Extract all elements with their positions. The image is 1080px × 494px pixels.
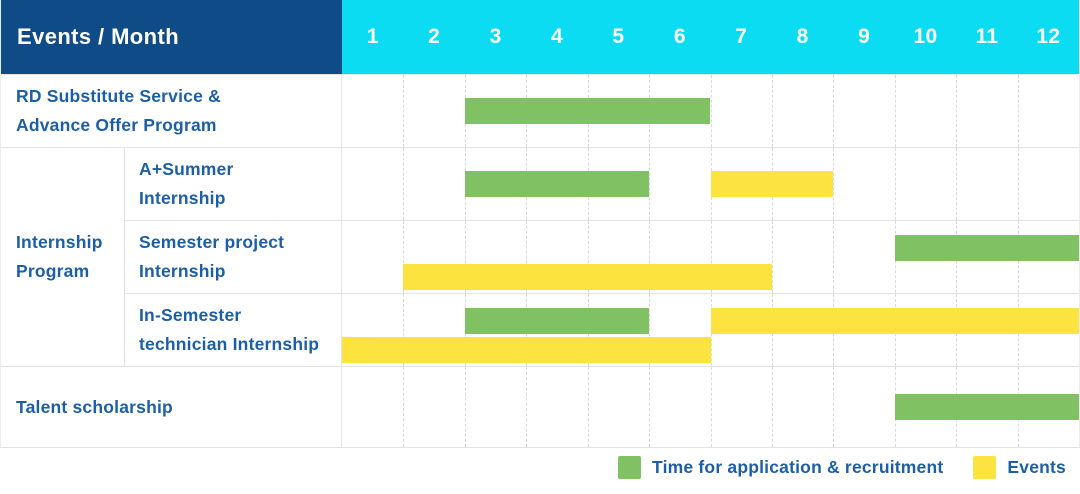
month-header-label: 8 bbox=[796, 25, 809, 48]
month-header-label: 9 bbox=[858, 25, 871, 48]
month-gridline bbox=[649, 367, 651, 447]
month-gridline bbox=[649, 148, 651, 220]
month-gridline bbox=[833, 367, 835, 447]
row-label-line: Internship bbox=[139, 261, 226, 281]
month-gridline bbox=[526, 221, 528, 293]
timeline-semester-project-internship bbox=[342, 221, 1079, 293]
timeline-talent-scholarship bbox=[342, 367, 1079, 447]
month-header-label: 4 bbox=[550, 25, 563, 48]
row-label-line: Advance Offer Program bbox=[16, 115, 217, 135]
month-gridline bbox=[1017, 75, 1019, 147]
corner-header-label: Events / Month bbox=[17, 24, 180, 49]
application-color-swatch bbox=[618, 456, 642, 479]
month-gridline bbox=[403, 75, 405, 147]
row-semester-project-internship: Semester project Internship bbox=[125, 220, 1079, 293]
row-label-semester-project-internship: Semester project Internship bbox=[125, 221, 342, 293]
gantt-table: Events / Month 1 2 3 4 5 6 7 8 9 10 11 12 RD Substi… bbox=[0, 0, 1080, 448]
legend: Time for application & recruitment Event… bbox=[618, 456, 1066, 479]
legend-item-events: Events bbox=[973, 456, 1066, 479]
month-gridline bbox=[403, 367, 405, 447]
row-label-in-semester-technician-internship: In-Semester technician Internship bbox=[125, 294, 342, 366]
timeline-in-semester-technician-internship bbox=[342, 294, 1079, 366]
row-rd-substitute: RD Substitute Service & Advance Offer Pr… bbox=[1, 74, 1079, 147]
month-header-label: 7 bbox=[735, 25, 748, 48]
gantt-bar-application bbox=[464, 98, 711, 124]
group-internship-program: Internship Program A+Summer Internship S… bbox=[1, 147, 1079, 366]
month-header-label: 6 bbox=[673, 25, 686, 48]
month-gridline bbox=[833, 148, 835, 220]
row-label-line: A+Summer bbox=[139, 159, 234, 179]
gantt-bar-events bbox=[710, 308, 1079, 334]
month-header-label: 12 bbox=[1036, 25, 1061, 48]
month-gridline bbox=[771, 367, 773, 447]
gantt-bar-events bbox=[403, 264, 772, 290]
month-header: 1 2 3 4 5 6 7 8 9 10 11 12 bbox=[342, 0, 1079, 74]
month-gridline bbox=[403, 221, 405, 293]
gantt-bar-application bbox=[464, 308, 650, 334]
month-gridline bbox=[710, 75, 712, 147]
month-header-label: 10 bbox=[913, 25, 938, 48]
month-header-label: 1 bbox=[366, 25, 379, 48]
month-gridline bbox=[710, 367, 712, 447]
month-header-label: 11 bbox=[975, 25, 999, 48]
month-gridline bbox=[771, 75, 773, 147]
group-subrows: A+Summer Internship Semester project Int… bbox=[125, 148, 1079, 366]
month-gridline bbox=[649, 221, 651, 293]
month-gridline bbox=[1017, 148, 1019, 220]
row-label-line: RD Substitute Service & bbox=[16, 86, 221, 106]
month-gridline bbox=[894, 148, 896, 220]
row-in-semester-technician-internship: In-Semester technician Internship bbox=[125, 293, 1079, 366]
row-label-talent-scholarship: Talent scholarship bbox=[1, 367, 342, 447]
month-gridline bbox=[464, 367, 466, 447]
row-a-summer-internship: A+Summer Internship bbox=[125, 148, 1079, 220]
month-gridline bbox=[956, 75, 958, 147]
month-gridline bbox=[587, 221, 589, 293]
row-label-line: Semester project bbox=[139, 232, 285, 252]
events-color-swatch bbox=[973, 456, 997, 479]
month-gridline bbox=[771, 221, 773, 293]
row-label-line: In-Semester bbox=[139, 305, 242, 325]
timeline-rd-substitute bbox=[342, 75, 1079, 147]
month-gridline bbox=[833, 221, 835, 293]
row-label-line: technician Internship bbox=[139, 334, 320, 354]
gantt-bar-application bbox=[894, 235, 1079, 261]
row-label-line: Internship bbox=[139, 188, 226, 208]
month-gridline bbox=[464, 221, 466, 293]
month-header-label: 3 bbox=[489, 25, 502, 48]
month-gridline bbox=[894, 75, 896, 147]
timeline-a-summer-internship bbox=[342, 148, 1079, 220]
month-gridline bbox=[587, 367, 589, 447]
row-label-a-summer-internship: A+Summer Internship bbox=[125, 148, 342, 220]
month-gridline bbox=[833, 75, 835, 147]
row-label-line: Talent scholarship bbox=[16, 396, 173, 417]
legend-item-application: Time for application & recruitment bbox=[618, 456, 943, 479]
month-gridline bbox=[710, 221, 712, 293]
gantt-bar-events bbox=[342, 337, 711, 363]
group-label-line: Internship bbox=[16, 232, 103, 252]
legend-label: Events bbox=[1007, 457, 1066, 477]
month-gridline bbox=[403, 294, 405, 366]
month-gridline bbox=[403, 148, 405, 220]
month-gridline bbox=[526, 367, 528, 447]
legend-label: Time for application & recruitment bbox=[652, 457, 944, 477]
row-label-rd-substitute: RD Substitute Service & Advance Offer Pr… bbox=[1, 75, 342, 147]
gantt-bar-application bbox=[464, 171, 650, 197]
gantt-bar-application bbox=[894, 394, 1079, 420]
month-gridline bbox=[649, 294, 651, 366]
month-gridline bbox=[956, 148, 958, 220]
row-talent-scholarship: Talent scholarship bbox=[1, 366, 1079, 447]
month-header-label: 5 bbox=[612, 25, 625, 48]
gantt-bar-events bbox=[710, 171, 834, 197]
group-label-line: Program bbox=[16, 261, 90, 281]
corner-header: Events / Month bbox=[1, 0, 342, 74]
month-header-label: 2 bbox=[428, 25, 441, 48]
group-label-internship-program: Internship Program bbox=[1, 148, 125, 366]
header-row: Events / Month 1 2 3 4 5 6 7 8 9 10 11 12 bbox=[1, 0, 1079, 74]
